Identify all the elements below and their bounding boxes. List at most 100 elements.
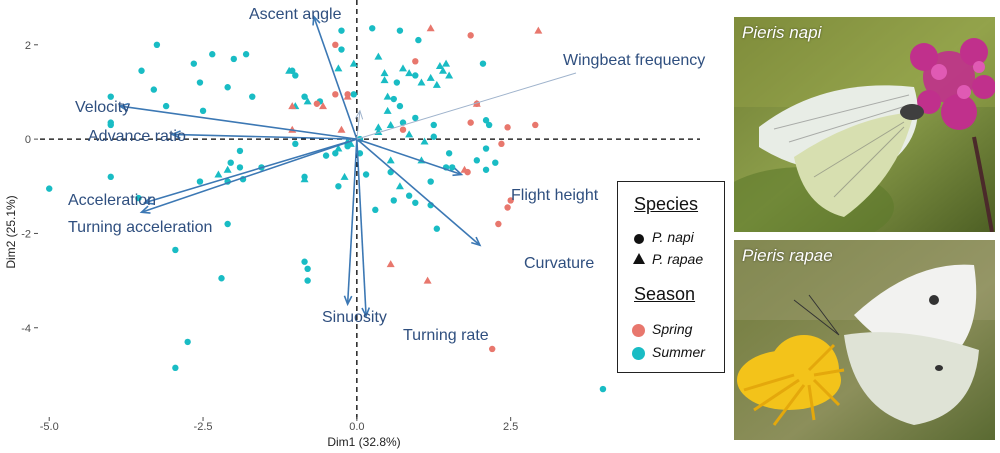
legend-triangle-marker: [633, 253, 645, 264]
data-point: [224, 84, 231, 91]
pieris-napi-photo: Pieris napi: [734, 17, 995, 232]
data-point: [405, 130, 414, 138]
data-point: [224, 220, 231, 228]
data-point: [301, 258, 308, 265]
data-point: [223, 165, 232, 173]
data-point: [390, 197, 397, 204]
data-point: [350, 91, 357, 98]
data-point: [467, 119, 474, 126]
legend-species-napi: P. napi: [652, 229, 694, 245]
legend-species-title: Species: [634, 194, 699, 214]
arrow-label: Advance ratio: [88, 128, 186, 145]
data-point: [504, 204, 511, 211]
data-point: [380, 69, 389, 77]
data-point: [236, 147, 244, 155]
data-point: [417, 78, 426, 86]
data-point: [227, 159, 234, 166]
data-point: [349, 59, 358, 67]
data-point: [107, 93, 114, 100]
arrow-head: [312, 14, 321, 26]
data-point: [199, 107, 207, 115]
arrow-label: Curvature: [524, 255, 594, 272]
reference-lines: [40, 0, 700, 420]
data-point: [412, 58, 419, 65]
data-point: [332, 41, 339, 49]
data-point: [420, 137, 429, 145]
data-point: [485, 121, 493, 129]
data-point: [138, 67, 145, 74]
x-axis-title: Dim1 (32.8%): [327, 435, 400, 449]
data-point: [300, 175, 309, 183]
y-tick-label: -2: [21, 228, 31, 240]
arrow-head: [343, 295, 353, 307]
data-point: [196, 178, 204, 185]
data-point: [190, 60, 198, 67]
loading-arrows: [118, 14, 577, 318]
data-point: [335, 183, 342, 190]
data-point: [442, 59, 451, 67]
data-point: [386, 260, 395, 268]
loading-arrow: [313, 16, 358, 140]
data-point: [301, 93, 308, 100]
data-point: [405, 192, 413, 199]
data-point: [196, 79, 204, 86]
data-point: [374, 52, 383, 60]
data-point: [426, 73, 435, 81]
loading-arrow: [172, 133, 357, 140]
legend-summer-marker: [632, 347, 645, 360]
data-point: [242, 51, 250, 58]
data-point: [393, 79, 401, 86]
data-point: [430, 133, 437, 140]
data-point: [396, 27, 404, 34]
legend-spring-marker: [632, 324, 645, 337]
data-point: [396, 102, 404, 110]
data-point: [492, 159, 499, 166]
data-point: [398, 64, 407, 72]
data-point: [338, 27, 345, 34]
data-point: [135, 194, 142, 202]
data-point: [507, 197, 514, 204]
data-point: [415, 36, 422, 44]
loading-arrow: [356, 138, 462, 176]
data-point: [369, 25, 376, 32]
loading-arrow: [119, 105, 357, 140]
y-axis-ticks: -4 -2 0 2: [21, 40, 38, 335]
data-point: [395, 182, 404, 190]
data-point: [107, 121, 114, 129]
data-point: [599, 385, 607, 393]
data-point: [482, 145, 490, 152]
data-point: [172, 364, 179, 372]
data-point: [482, 166, 490, 173]
loading-arrow: [346, 139, 358, 305]
y-tick-label: 2: [25, 40, 31, 52]
arrow-head: [142, 196, 154, 205]
pieris-rapae-photo: Pieris rapae: [734, 240, 995, 440]
loading-arrow: [356, 139, 367, 317]
arrow-label: Acceleration: [68, 192, 156, 209]
data-point: [430, 121, 437, 129]
arrow-head: [471, 236, 482, 247]
data-point: [399, 126, 407, 133]
arrow-label: Flight height: [511, 187, 599, 204]
arrow-head: [118, 102, 129, 112]
data-point: [338, 46, 345, 53]
data-point: [46, 185, 53, 192]
data-point: [288, 102, 297, 110]
data-point: [386, 120, 395, 128]
data-point: [304, 277, 311, 284]
data-point: [433, 225, 441, 232]
data-point: [362, 171, 370, 178]
loading-arrow: [356, 138, 481, 246]
legend: Species P. napi P. rapae Season Spring S…: [617, 181, 725, 373]
arrow-label: Wingbeat frequency: [563, 52, 705, 69]
x-tick-label: -5.0: [40, 421, 59, 433]
data-point: [172, 246, 179, 254]
data-point: [412, 199, 419, 206]
data-point: [534, 26, 543, 34]
data-point: [218, 275, 225, 282]
data-point: [230, 55, 238, 63]
data-point: [532, 121, 539, 129]
data-point: [445, 150, 453, 157]
data-point: [236, 164, 244, 171]
data-point: [426, 24, 435, 32]
